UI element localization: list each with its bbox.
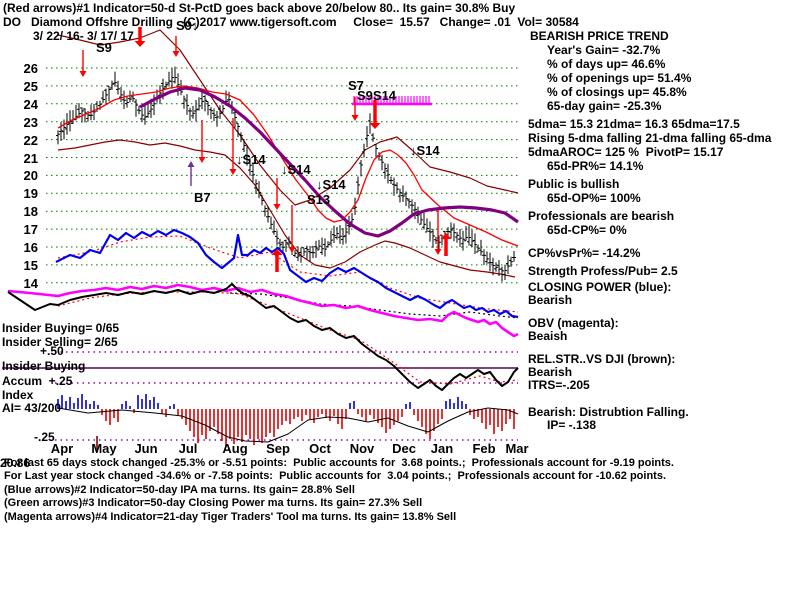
- left-scale-label: Insider Buying= 0/65: [2, 321, 120, 335]
- left-scale-label: +.50: [40, 344, 64, 358]
- left-scale-label: -.25: [34, 430, 55, 444]
- ai-ma-line: [57, 407, 519, 443]
- x-axis-month-label: Jun: [134, 441, 158, 456]
- footer-line: (Magenta arrows)#4 Indicator=21-day Tige…: [4, 510, 457, 523]
- x-axis-month-label: Jan: [430, 441, 454, 456]
- y-axis-tick-label: 23: [23, 115, 38, 130]
- header-date-range: 3/ 22/ 16- 3/ 17/ 17: [33, 29, 134, 43]
- right-panel-line: 5dma= 15.3 21dma= 16.3 65dma=17.5: [528, 117, 740, 131]
- y-axis-tick-label: 17: [23, 222, 38, 237]
- y-axis-tick-label: 15: [23, 258, 38, 273]
- signal-annotation: ↓S14: [281, 162, 311, 177]
- right-panel-line: Bearish: [528, 293, 573, 307]
- x-axis-month-label: Apr: [50, 441, 74, 456]
- right-panel-line: Bearish: [528, 365, 573, 379]
- y-axis-tick-label: 24: [23, 97, 38, 112]
- closing-power-line: [55, 228, 519, 319]
- rel-line-ma-dotted: [57, 291, 519, 385]
- y-axis-tick-label: 14: [23, 276, 38, 291]
- signal-annotation: ↓S14: [410, 143, 440, 158]
- left-scale-label: Insider Buying: [2, 359, 86, 373]
- signal-annotation: S9↓: [176, 18, 199, 33]
- y-axis-tick-label: 20: [23, 168, 38, 183]
- y-axis-tick-label: 19: [23, 186, 38, 201]
- header-signal-line: (Red arrows)#1 Indicator=50-d St-PctD go…: [3, 1, 516, 15]
- left-scale-label: AI= 43/200: [2, 401, 62, 415]
- right-panel-line: Rising 5-dma falling 21-dma falling 65-d…: [528, 131, 772, 145]
- x-axis-month-label: Sep: [266, 441, 290, 456]
- right-panel-line: Public is bullish: [528, 177, 620, 191]
- signal-annotation: S9S14: [357, 88, 397, 103]
- y-axis-tick-label: 18: [23, 204, 38, 219]
- obv-ma-dotted: [229, 292, 519, 319]
- x-axis-month-label: Dec: [392, 441, 416, 456]
- ma65-line: [139, 86, 519, 238]
- right-panel-line: % of closings up= 45.8%: [547, 85, 687, 99]
- right-panel-line: 65-day gain= -25.3%: [547, 99, 662, 113]
- signal-annotation: S7: [348, 78, 364, 93]
- left-scale-label: Insider Selling= 2/65: [2, 335, 118, 349]
- footer-overlay-value: 20.86: [0, 456, 31, 470]
- x-axis-month-label: Oct: [309, 441, 331, 456]
- right-panel-line: BEARISH PRICE TREND: [530, 29, 669, 43]
- signal-annotation: ↓S14: [316, 177, 346, 192]
- right-panel-line: REL.STR..VS DJI (brown):: [528, 352, 676, 366]
- signal-annotation: ↓S14: [236, 152, 266, 167]
- right-panel-line: 65d-CP%= 0%: [547, 223, 627, 237]
- right-panel-line: 5dmaAROC= 125 % PivotP= 15.17: [528, 145, 724, 159]
- x-axis-month-label: Mar: [505, 441, 529, 456]
- rel-strength-black-line: [7, 283, 519, 391]
- right-panel-line: 65d-OP%= 100%: [547, 191, 641, 205]
- obv-line: [7, 283, 519, 338]
- x-axis-month-label: May: [91, 441, 117, 456]
- right-panel-line: Professionals are bearish: [528, 209, 675, 223]
- right-panel-line: ITRS=-.205: [528, 378, 590, 392]
- x-axis-month-label: Jul: [178, 441, 198, 456]
- right-panel-line: OBV (magenta):: [528, 316, 619, 330]
- right-panel-line: % of openings up= 51.4%: [547, 71, 692, 85]
- footer-line: (Green arrows)#3 Indicator=50-day Closin…: [4, 497, 423, 510]
- right-panel-line: Year's Gain= -32.7%: [547, 43, 661, 57]
- y-axis-tick-label: 22: [23, 133, 38, 148]
- signal-annotation: B7: [194, 190, 211, 205]
- y-axis-tick-label: 16: [23, 240, 38, 255]
- signal-annotation: S9: [96, 40, 112, 55]
- y-axis-tick-label: 26: [23, 61, 38, 76]
- ma21-line: [57, 85, 519, 247]
- left-scale-label: Index: [2, 388, 34, 402]
- right-panel-line: CP%vsPr%= -14.2%: [528, 246, 641, 260]
- right-panel-line: Strength Profess/Pub= 2.5: [528, 264, 678, 278]
- right-panel-line: CLOSING POWER (blue):: [528, 280, 672, 294]
- x-axis-month-label: Aug: [222, 441, 248, 456]
- right-panel-line: Bearish: Distrubtion Falling.: [528, 405, 689, 419]
- header-title-line: DO Diamond Offshre Drilling (C)2017 www.…: [3, 15, 579, 29]
- right-panel-line: 65d-PR%= 14.1%: [547, 159, 644, 173]
- footer-line: (Blue arrows)#2 Indicator=50-day IPA ma …: [4, 483, 355, 496]
- right-panel-line: % of days up= 46.6%: [547, 57, 666, 71]
- y-axis-tick-label: 21: [23, 151, 38, 166]
- signal-annotation: S13: [307, 192, 331, 207]
- footer-line: For last 65 days stock changed -25.3% or…: [4, 457, 674, 469]
- x-axis-month-label: Nov: [349, 441, 375, 456]
- left-scale-label: Accum +.25: [2, 374, 73, 388]
- right-panel-line: Beaish: [528, 329, 568, 343]
- footer-line: For Last year stock changed -34.6% or -7…: [4, 470, 666, 483]
- upper-band-line: [57, 29, 519, 206]
- x-axis-month-label: Feb: [472, 441, 496, 456]
- right-panel-line: IP= -.138: [547, 418, 597, 432]
- closing-power-ma-dotted: [57, 235, 519, 313]
- y-axis-tick-label: 25: [23, 79, 38, 94]
